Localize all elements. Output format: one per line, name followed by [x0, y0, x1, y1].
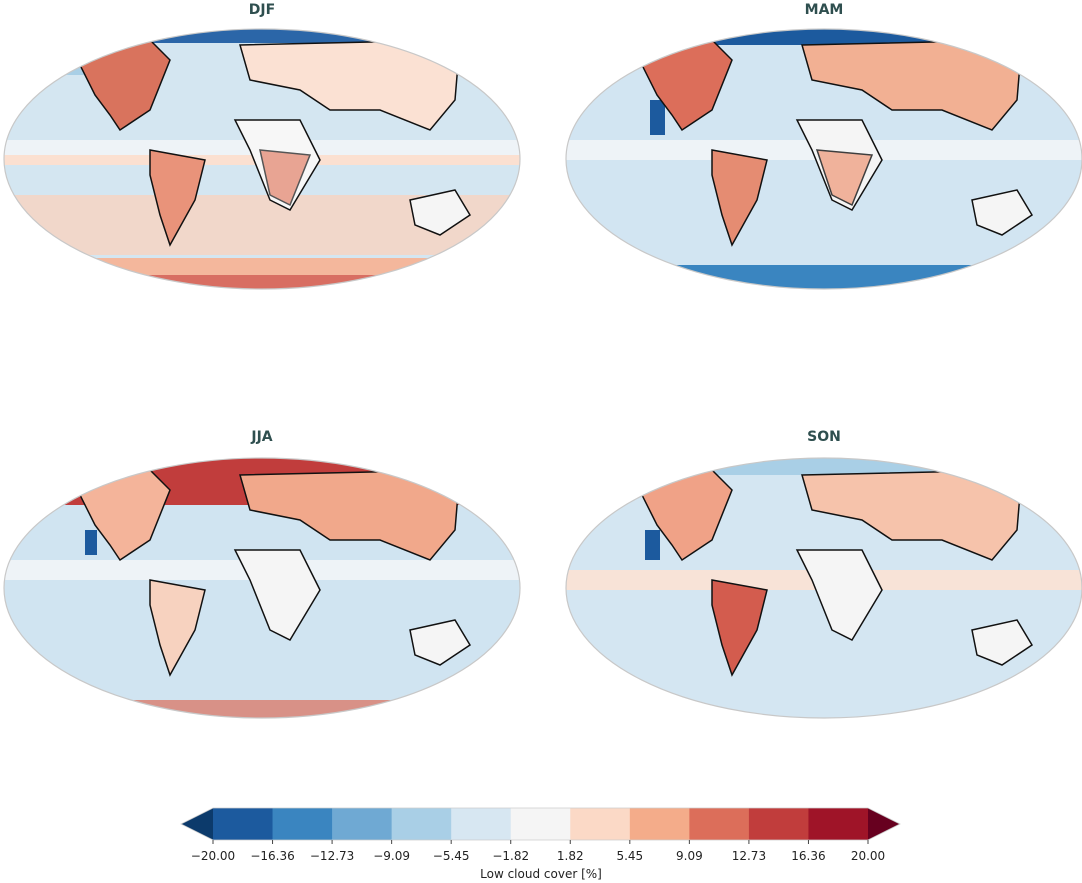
- land-jja: [68, 469, 472, 677]
- colorbar-tick-label: −9.09: [373, 849, 410, 863]
- map-panel-djf: DJF: [3, 2, 521, 290]
- panel-title-jja: JJA: [250, 429, 272, 445]
- colorbar-tick-label: −16.36: [250, 849, 294, 863]
- map-panel-mam: MAM: [565, 2, 1082, 290]
- colorbar-tick-label: 12.73: [732, 849, 766, 863]
- colorbar-segment: [213, 808, 274, 840]
- colorbar-segment: [808, 808, 869, 840]
- colorbar-segment: [391, 808, 452, 840]
- colorbar-tick-label: 16.36: [791, 849, 825, 863]
- colorbar-tick-label: −12.73: [310, 849, 354, 863]
- colorbar-extend-under: [181, 808, 213, 840]
- colorbar-segment: [332, 808, 393, 840]
- colorbar-segment: [748, 808, 809, 840]
- map-panel-son: SON: [565, 429, 1082, 719]
- panel-title-mam: MAM: [805, 2, 844, 18]
- colorbar-tick-label: 1.82: [557, 849, 584, 863]
- colorbar-tick-label: 5.45: [616, 849, 643, 863]
- land-djf: [68, 39, 472, 247]
- colorbar-tick-label: 9.09: [676, 849, 703, 863]
- colorbar-segment: [510, 808, 571, 840]
- land-son: [630, 469, 1034, 677]
- colorbar-tick-label: −1.82: [492, 849, 529, 863]
- colorbar-label: Low cloud cover [%]: [480, 867, 602, 881]
- colorbar-tick-label: 20.00: [851, 849, 885, 863]
- colorbar-extend-over: [868, 808, 900, 840]
- map-panel-jja: JJA: [3, 429, 521, 719]
- colorbar-segment: [451, 808, 512, 840]
- colorbar-segment: [689, 808, 750, 840]
- colorbar-segment: [629, 808, 690, 840]
- colorbar-segment: [570, 808, 631, 840]
- colorbar: −20.00 −16.36 −12.73 −9.09 −5.45 −1.82 1.82 5.4…: [180, 807, 901, 863]
- panel-title-djf: DJF: [249, 2, 275, 18]
- land-mam: [630, 39, 1034, 247]
- colorbar-tick-label: −20.00: [191, 849, 235, 863]
- colorbar-segment: [272, 808, 333, 840]
- panel-title-son: SON: [807, 429, 841, 445]
- colorbar-tick-label: −5.45: [433, 849, 470, 863]
